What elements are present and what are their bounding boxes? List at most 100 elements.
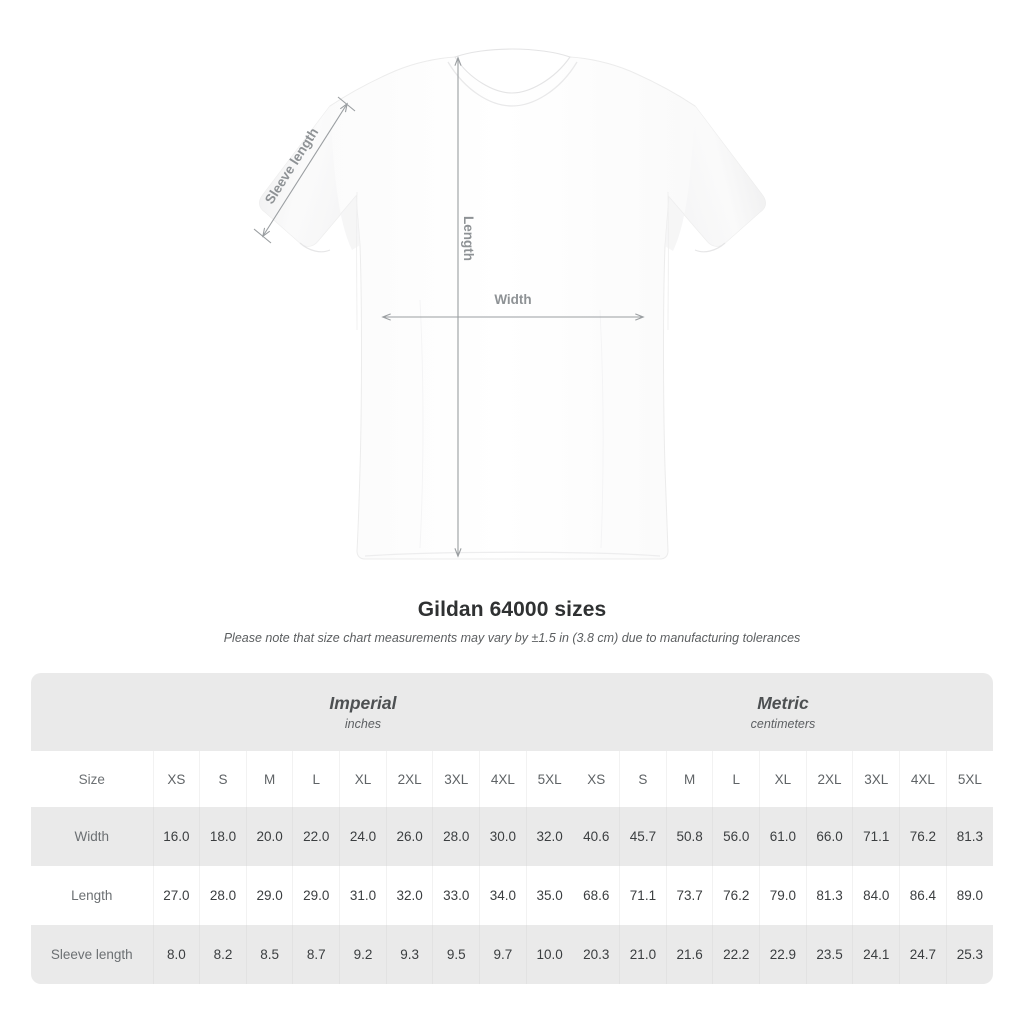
size-header-imperial-xl: XL bbox=[339, 751, 387, 807]
cell-length-metric-4xl: 86.4 bbox=[899, 866, 947, 925]
cell-width-imperial-2xl: 26.0 bbox=[385, 807, 433, 866]
cell-width-metric-xs: 40.6 bbox=[572, 807, 620, 866]
size-header-imperial-3xl: 3XL bbox=[432, 751, 480, 807]
cell-width-imperial-m: 20.0 bbox=[245, 807, 293, 866]
size-header-metric-3xl: 3XL bbox=[852, 751, 900, 807]
cell-length-metric-2xl: 81.3 bbox=[805, 866, 853, 925]
cell-length-imperial-l: 29.0 bbox=[292, 866, 340, 925]
cell-width-metric-m: 50.8 bbox=[665, 807, 713, 866]
cell-width-imperial-4xl: 30.0 bbox=[479, 807, 527, 866]
cell-width-metric-xl: 61.0 bbox=[759, 807, 807, 866]
tolerance-note: Please note that size chart measurements… bbox=[223, 631, 801, 645]
cell-length-imperial-m: 29.0 bbox=[245, 866, 293, 925]
size-row-label: Size bbox=[31, 751, 153, 807]
table-row: Sleeve length 8.0 8.2 8.5 8.7 9.2 9.3 9.5 9.7 10.… bbox=[31, 925, 993, 984]
table-row: Width 16.0 18.0 20.0 22.0 24.0 26.0 28.0 30.0 32.… bbox=[31, 807, 993, 866]
cell-width-imperial-s: 18.0 bbox=[199, 807, 247, 866]
cell-length-metric-m: 73.7 bbox=[665, 866, 713, 925]
table-head: Imperial inches Metric centimeters Size … bbox=[31, 673, 993, 807]
cell-sleeve-length-metric-2xl: 23.5 bbox=[805, 925, 853, 984]
cell-sleeve-length-imperial-2xl: 9.3 bbox=[385, 925, 433, 984]
cell-width-imperial-l: 22.0 bbox=[292, 807, 340, 866]
row-label-length: Length bbox=[31, 866, 153, 925]
cell-length-imperial-2xl: 32.0 bbox=[385, 866, 433, 925]
cell-sleeve-length-metric-l: 22.2 bbox=[712, 925, 760, 984]
cell-width-metric-3xl: 71.1 bbox=[852, 807, 900, 866]
table-body: Width 16.0 18.0 20.0 22.0 24.0 26.0 28.0 30.0 32.… bbox=[31, 807, 993, 984]
length-label: Length bbox=[461, 216, 476, 261]
group-subtitle-imperial: inches bbox=[344, 716, 382, 731]
size-header-metric-xs: XS bbox=[572, 751, 620, 807]
size-header-imperial-5xl: 5XL bbox=[525, 751, 573, 807]
group-title-imperial: Imperial bbox=[329, 693, 397, 714]
cell-width-metric-5xl: 81.3 bbox=[945, 807, 993, 866]
group-title-metric: Metric bbox=[757, 693, 809, 714]
group-header-metric: Metric centimeters bbox=[572, 673, 993, 751]
size-header-metric-4xl: 4XL bbox=[899, 751, 947, 807]
cell-sleeve-length-metric-xl: 22.9 bbox=[759, 925, 807, 984]
length-dimension: Length bbox=[458, 58, 476, 556]
chart-heading: Gildan 64000 sizes Please note that size… bbox=[0, 598, 1024, 645]
width-label: Width bbox=[494, 292, 531, 307]
cell-sleeve-length-metric-m: 21.6 bbox=[665, 925, 713, 984]
size-header-row: Size XS S M L XL 2XL 3XL 4XL 5XL XS S M L XL 2XL 3XL 4XL… bbox=[31, 751, 993, 807]
size-header-imperial-2xl: 2XL bbox=[385, 751, 433, 807]
cell-length-imperial-4xl: 34.0 bbox=[479, 866, 527, 925]
shirt-illustration: Length Width Sleeve length bbox=[253, 48, 766, 560]
cell-sleeve-length-metric-3xl: 24.1 bbox=[852, 925, 900, 984]
cell-length-imperial-s: 28.0 bbox=[199, 866, 247, 925]
cell-width-imperial-xl: 24.0 bbox=[339, 807, 387, 866]
size-header-imperial-l: L bbox=[292, 751, 340, 807]
cell-sleeve-length-imperial-s: 8.2 bbox=[199, 925, 247, 984]
cell-length-metric-xs: 68.6 bbox=[572, 866, 620, 925]
cell-sleeve-length-metric-5xl: 25.3 bbox=[945, 925, 993, 984]
cell-sleeve-length-imperial-3xl: 9.5 bbox=[432, 925, 480, 984]
size-header-metric-s: S bbox=[619, 751, 667, 807]
cell-length-metric-3xl: 84.0 bbox=[852, 866, 900, 925]
cell-length-metric-5xl: 89.0 bbox=[945, 866, 993, 925]
cell-width-metric-2xl: 66.0 bbox=[805, 807, 853, 866]
cell-sleeve-length-imperial-m: 8.5 bbox=[245, 925, 293, 984]
cell-sleeve-length-imperial-5xl: 10.0 bbox=[525, 925, 573, 984]
size-header-metric-2xl: 2XL bbox=[805, 751, 853, 807]
cell-width-metric-s: 45.7 bbox=[619, 807, 667, 866]
row-label-sleeve-length: Sleeve length bbox=[31, 925, 153, 984]
cell-length-metric-l: 76.2 bbox=[712, 866, 760, 925]
cell-sleeve-length-metric-4xl: 24.7 bbox=[899, 925, 947, 984]
cell-length-metric-xl: 79.0 bbox=[759, 866, 807, 925]
cell-width-imperial-3xl: 28.0 bbox=[432, 807, 480, 866]
size-header-metric-m: M bbox=[665, 751, 713, 807]
page-title: Gildan 64000 sizes bbox=[417, 598, 607, 621]
size-chart-table: Imperial inches Metric centimeters Size … bbox=[31, 673, 993, 984]
cell-length-imperial-xs: 27.0 bbox=[152, 866, 200, 925]
cell-sleeve-length-imperial-l: 8.7 bbox=[292, 925, 340, 984]
size-header-metric-l: L bbox=[712, 751, 760, 807]
size-chart-table-wrapper: Imperial inches Metric centimeters Size … bbox=[31, 673, 993, 984]
cell-length-metric-s: 71.1 bbox=[619, 866, 667, 925]
cell-sleeve-length-metric-s: 21.0 bbox=[619, 925, 667, 984]
width-dimension: Width bbox=[383, 292, 643, 317]
cell-length-imperial-xl: 31.0 bbox=[339, 866, 387, 925]
group-header-imperial: Imperial inches bbox=[153, 673, 573, 751]
size-header-metric-5xl: 5XL bbox=[945, 751, 993, 807]
row-label-width: Width bbox=[31, 807, 153, 866]
t-shirt-diagram-svg: Length Width Sleeve length bbox=[253, 48, 766, 560]
cell-width-metric-l: 56.0 bbox=[712, 807, 760, 866]
cell-sleeve-length-imperial-xs: 8.0 bbox=[152, 925, 200, 984]
size-header-imperial-4xl: 4XL bbox=[479, 751, 527, 807]
cell-width-imperial-5xl: 32.0 bbox=[525, 807, 573, 866]
cell-width-metric-4xl: 76.2 bbox=[899, 807, 947, 866]
cell-length-imperial-3xl: 33.0 bbox=[432, 866, 480, 925]
unit-group-header-row: Imperial inches Metric centimeters bbox=[31, 673, 993, 751]
size-header-imperial-s: S bbox=[199, 751, 247, 807]
group-subtitle-metric: centimeters bbox=[750, 716, 816, 731]
group-header-spacer bbox=[31, 673, 153, 751]
cell-sleeve-length-imperial-4xl: 9.7 bbox=[479, 925, 527, 984]
cell-length-imperial-5xl: 35.0 bbox=[525, 866, 573, 925]
size-header-metric-xl: XL bbox=[759, 751, 807, 807]
size-header-imperial-m: M bbox=[245, 751, 293, 807]
cell-sleeve-length-imperial-xl: 9.2 bbox=[339, 925, 387, 984]
cell-width-imperial-xs: 16.0 bbox=[152, 807, 200, 866]
cell-sleeve-length-metric-xs: 20.3 bbox=[572, 925, 620, 984]
table-row: Length 27.0 28.0 29.0 29.0 31.0 32.0 33.0 34.0 35… bbox=[31, 866, 993, 925]
